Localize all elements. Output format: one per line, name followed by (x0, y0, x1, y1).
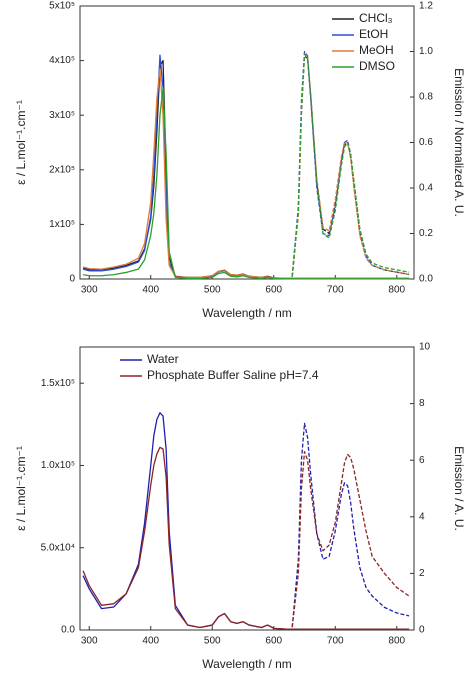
y2-tick-label: 10 (419, 342, 431, 353)
y2-tick-label: 1.0 (419, 46, 433, 57)
x-tick-label: 600 (265, 285, 282, 296)
y2-tick-label: 0.4 (419, 183, 433, 194)
emission-line (291, 53, 410, 277)
absorption-line (82, 68, 410, 280)
x-tick-label: 300 (81, 285, 98, 296)
y2-tick-label: 0.8 (419, 92, 433, 103)
absorption-line (82, 412, 410, 630)
x-tick-label: 700 (327, 285, 344, 296)
absorption-line (82, 446, 410, 630)
absorption-line (82, 87, 410, 280)
y2-tick-label: 4 (419, 511, 425, 522)
x-tick-label: 300 (81, 636, 98, 647)
y-tick-label: 1x10⁵ (49, 219, 75, 230)
y-tick-label: 5x10⁵ (49, 1, 75, 12)
x-axis-label: Wavelength / nm (202, 306, 292, 320)
y-tick-label: 3x10⁵ (49, 110, 75, 121)
y2-tick-label: 8 (419, 398, 425, 409)
plot-frame (79, 346, 415, 631)
y-tick-label: 0 (69, 274, 75, 285)
emission-line (291, 50, 410, 277)
x-tick-label: 800 (388, 636, 405, 647)
absorption-line (82, 54, 410, 280)
absorption-line (82, 59, 410, 280)
x-tick-label: 400 (142, 285, 159, 296)
y2-axis-label: Emission / Normalized A. U. (452, 68, 466, 217)
x-tick-label: 500 (204, 285, 221, 296)
x-tick-label: 500 (204, 636, 221, 647)
legend-label: CHCl₃ (359, 11, 393, 25)
x-tick-label: 700 (327, 636, 344, 647)
y-tick-label: 1.0x10⁵ (41, 460, 75, 471)
legend-label: DMSO (359, 59, 395, 73)
y-tick-label: 1.5x10⁵ (41, 378, 75, 389)
y-axis-label: ε / L.mol⁻¹.cm⁻¹ (14, 446, 28, 531)
emission-line (291, 451, 410, 628)
legend-label: MeOH (359, 43, 394, 57)
x-tick-label: 400 (142, 636, 159, 647)
y2-tick-label: 0 (419, 625, 425, 636)
y2-tick-label: 2 (419, 568, 425, 579)
y2-tick-label: 1.2 (419, 1, 433, 12)
y2-tick-label: 0.2 (419, 228, 433, 239)
y2-tick-label: 0.0 (419, 274, 433, 285)
x-tick-label: 600 (265, 636, 282, 647)
legend-label: Phosphate Buffer Saline pH=7.4 (147, 368, 319, 382)
x-axis-label: Wavelength / nm (202, 657, 292, 671)
emission-line (291, 422, 410, 628)
y-tick-label: 2x10⁵ (49, 164, 75, 175)
emission-line (291, 53, 410, 277)
y2-axis-label: Emission / A. U. (452, 446, 466, 531)
y2-tick-label: 6 (419, 455, 425, 466)
y-tick-label: 5.0x10⁴ (41, 542, 75, 553)
x-tick-label: 800 (388, 285, 405, 296)
y-axis-label: ε / L.mol⁻¹.cm⁻¹ (14, 100, 28, 185)
legend-label: EtOH (359, 27, 388, 41)
y2-tick-label: 0.6 (419, 137, 433, 148)
legend-label: Water (147, 352, 179, 366)
y-tick-label: 0.0 (61, 625, 75, 636)
y-tick-label: 4x10⁵ (49, 55, 75, 66)
